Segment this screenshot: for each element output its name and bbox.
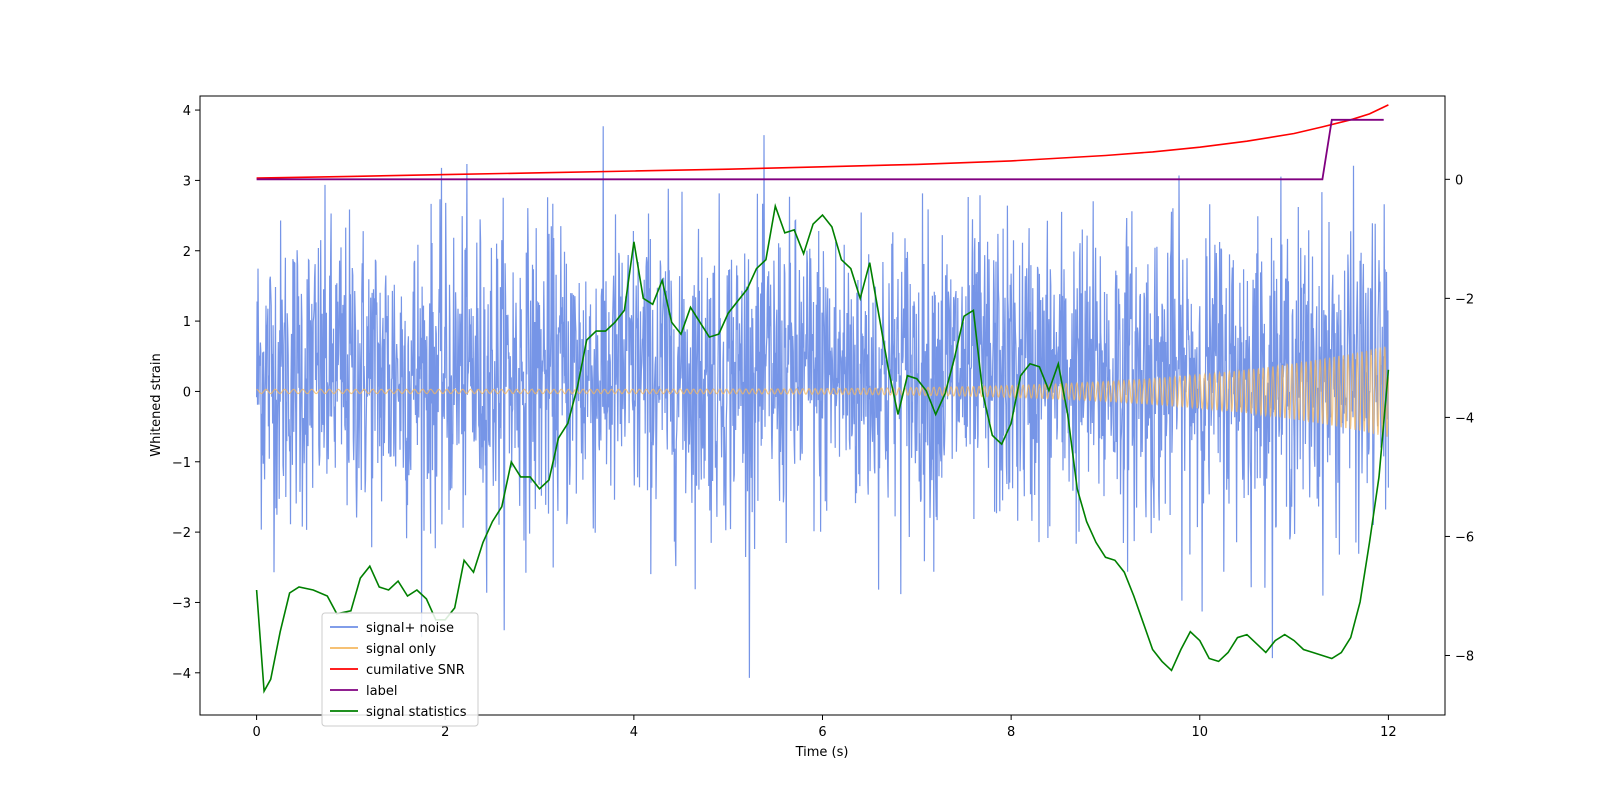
y-tick-label: 0 bbox=[183, 385, 191, 400]
series-signal-statistics bbox=[255, 202, 1390, 694]
x-axis-label: Time (s) bbox=[795, 745, 849, 760]
y2-tick-label: −6 bbox=[1455, 530, 1474, 545]
x-tick-label: 4 bbox=[630, 725, 638, 740]
x-tick-label: 12 bbox=[1380, 725, 1397, 740]
y-tick-label: 3 bbox=[183, 174, 191, 189]
y2-tick-label: −4 bbox=[1455, 411, 1474, 426]
x-tick-label: 0 bbox=[252, 725, 260, 740]
y-axis-label: Whitened strain bbox=[149, 353, 164, 456]
y-tick-label: 1 bbox=[183, 315, 191, 330]
y-tick-label: −3 bbox=[172, 596, 191, 611]
legend-entry: signal only bbox=[366, 642, 436, 657]
x-tick-label: 10 bbox=[1191, 725, 1208, 740]
legend-entry: signal+ noise bbox=[366, 621, 454, 636]
legend-entry: signal statistics bbox=[366, 705, 467, 720]
series-label bbox=[256, 118, 1384, 181]
legend-entry: cumilative SNR bbox=[366, 663, 465, 678]
x-tick-label: 6 bbox=[818, 725, 826, 740]
series-signal-only bbox=[256, 346, 1389, 437]
y-tick-label: −2 bbox=[172, 526, 191, 541]
y2-tick-label: −2 bbox=[1455, 292, 1474, 307]
legend-box bbox=[321, 612, 479, 727]
y-tick-label: −1 bbox=[172, 456, 191, 471]
y-tick-label: 4 bbox=[183, 104, 191, 119]
series-layer bbox=[255, 104, 1390, 694]
y-tick-label: −4 bbox=[172, 667, 191, 682]
y-axis-left: −4 −3 −2 −1 0 1 2 3 4 bbox=[172, 104, 200, 682]
series-cumulative-snr bbox=[256, 104, 1389, 179]
legend-entry: label bbox=[366, 684, 397, 699]
series-signal-noise bbox=[256, 126, 1389, 678]
y2-tick-label: 0 bbox=[1455, 173, 1463, 188]
y-tick-label: 2 bbox=[183, 245, 191, 260]
y2-tick-label: −8 bbox=[1455, 649, 1474, 664]
x-tick-label: 8 bbox=[1007, 725, 1015, 740]
y-axis-right: −8 −6 −4 −2 0 bbox=[1445, 173, 1474, 664]
legend: signal+ noise signal only cumilative SNR la… bbox=[321, 612, 479, 727]
x-tick-label: 2 bbox=[441, 725, 449, 740]
